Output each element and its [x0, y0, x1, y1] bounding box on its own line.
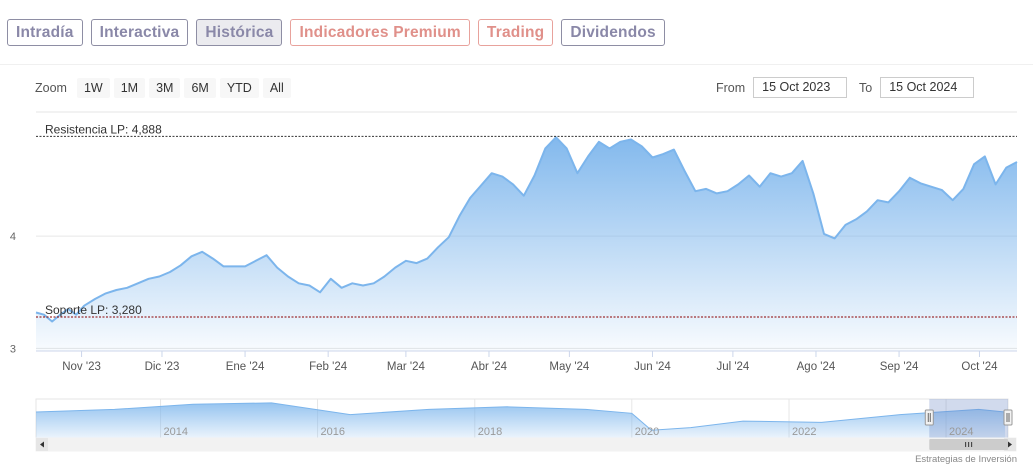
resistance-label: Resistencia LP: 4,888: [45, 122, 162, 136]
zoom-6m-button[interactable]: 6M: [184, 78, 216, 98]
navigator-tick-label: 2016: [321, 426, 345, 438]
tab-dividendos[interactable]: Dividendos: [561, 19, 665, 46]
x-tick-label: Dic '23: [145, 361, 180, 373]
x-tick-label: Nov '23: [62, 361, 101, 373]
zoom-all-button[interactable]: All: [262, 78, 291, 98]
x-tick-label: Abr '24: [471, 361, 508, 373]
x-tick-label: Jul '24: [716, 361, 749, 373]
navigator-tick-label: 2020: [635, 426, 659, 438]
tab-indicadores-premium[interactable]: Indicadores Premium: [290, 19, 470, 46]
range-from: From 15 Oct 2023: [716, 77, 848, 98]
zoom-label: Zoom: [35, 81, 67, 95]
navigator-handle-left[interactable]: [924, 409, 934, 426]
tab-trading[interactable]: Trading: [477, 19, 554, 46]
to-label: To: [859, 80, 873, 95]
series-line: [35, 136, 1018, 323]
from-label: From: [716, 80, 746, 95]
zoom-3m-button[interactable]: 3M: [149, 78, 181, 98]
navigator-handle-right[interactable]: [1003, 409, 1013, 426]
x-tick-label: Oct '24: [961, 361, 998, 373]
series-area: [36, 137, 1017, 351]
x-tick-label: May '24: [549, 361, 590, 373]
to-date-input[interactable]: 15 Oct 2024: [880, 77, 975, 98]
scrollbar-track: [35, 437, 1017, 452]
tab-intradia[interactable]: Intradía: [7, 19, 83, 46]
navigator-line: [35, 402, 1006, 431]
y-tick-label: 4: [10, 231, 16, 243]
from-date-input[interactable]: 15 Oct 2023: [753, 77, 848, 98]
support-label: Soporte LP: 3,280: [45, 303, 142, 317]
x-tick-label: Mar '24: [387, 361, 426, 373]
y-tick-label: 3: [10, 343, 16, 355]
navigator-tick-label: 2018: [478, 426, 502, 438]
x-tick-label: Ene '24: [226, 361, 265, 373]
arrow-left-icon: [40, 441, 44, 448]
divider: [0, 64, 1033, 65]
credits: Estrategias de Inversión: [915, 454, 1017, 465]
navigator-area: [36, 402, 1005, 438]
navigator-selection: [929, 399, 1008, 438]
x-tick-label: Ago '24: [797, 361, 836, 373]
arrow-right-icon: [1008, 441, 1012, 448]
navigator-tick-label: 2014: [164, 426, 188, 438]
zoom-1w-button[interactable]: 1W: [76, 78, 110, 98]
x-tick-label: Feb '24: [309, 361, 348, 373]
zoom-1m-button[interactable]: 1M: [113, 78, 146, 98]
zoom-ytd-button[interactable]: YTD: [219, 78, 259, 98]
navigator-tick-label: 2022: [792, 426, 816, 438]
tab-interactiva[interactable]: Interactiva: [90, 19, 189, 46]
zoom-selector: Zoom 1W 1M 3M 6M YTD All: [35, 78, 291, 98]
tab-historica[interactable]: Histórica: [196, 19, 283, 46]
x-tick-label: Sep '24: [880, 361, 919, 373]
x-tick-label: Jun '24: [634, 361, 671, 373]
range-to: To 15 Oct 2024: [859, 77, 975, 98]
chart-tabs: Intradía Interactiva Histórica Indicador…: [7, 19, 665, 46]
navigator-tick-label: 2024: [949, 426, 973, 438]
